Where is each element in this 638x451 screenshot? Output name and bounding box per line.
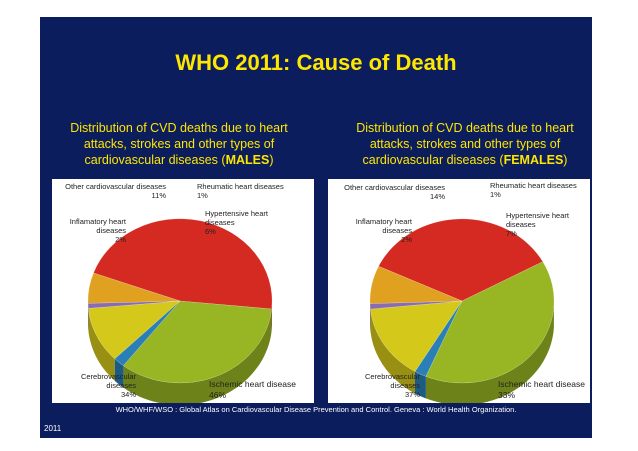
males-slice-side-inflammatory bbox=[114, 358, 124, 388]
males-slice-inflammatory bbox=[114, 300, 181, 366]
females-title-sex: FEMALES bbox=[503, 153, 564, 167]
females-label-rheumatic-pct: 1% bbox=[490, 190, 501, 199]
females-slice-hypertensive bbox=[369, 265, 463, 304]
males-label-inflammatory-pct: 2% bbox=[115, 235, 126, 244]
males-title-line-1: Distribution of CVD deaths due to heart bbox=[70, 121, 288, 135]
males-slice-side-other_cvd bbox=[88, 308, 115, 381]
males-label-other-name: Other cardiovascular diseases bbox=[65, 182, 166, 191]
females-label-other-pct: 14% bbox=[429, 192, 445, 201]
males-pie-svg bbox=[87, 218, 273, 403]
males-label-rheumatic-name: Rheumatic heart diseases bbox=[197, 182, 284, 191]
females-title-end: ) bbox=[563, 153, 568, 167]
males-slice-hypertensive bbox=[87, 272, 181, 304]
males-label-ischemic-pct: 46% bbox=[209, 390, 227, 400]
slide-title: WHO 2011: Cause of Death bbox=[175, 50, 457, 75]
females-slice-cerebrovascular bbox=[425, 261, 555, 384]
males-label-cerebrovascular-pct: 34% bbox=[120, 390, 136, 399]
females-label-inflammatory-pct: 2% bbox=[401, 235, 412, 244]
males-slice-side-cerebrovascular bbox=[123, 309, 272, 403]
females-label-hypertensive-pct: 7% bbox=[506, 229, 517, 238]
females-slice-other_cvd bbox=[370, 300, 463, 372]
males-title-sex: MALES bbox=[225, 153, 270, 167]
females-slice-ischemic bbox=[378, 218, 544, 302]
females-label-ischemic-name: Ischemic heart disease bbox=[498, 379, 585, 389]
slide-year: 2011 bbox=[44, 424, 62, 433]
males-label-other-pct: 11% bbox=[151, 191, 166, 200]
males-slice-rheumatic bbox=[87, 300, 181, 309]
females-title-line-2: attacks, strokes and other types of bbox=[369, 137, 561, 151]
males-label-rheumatic-pct: 1% bbox=[197, 191, 208, 200]
males-label-ischemic-name: Ischemic heart disease bbox=[209, 379, 296, 389]
males-title-end: ) bbox=[269, 153, 274, 167]
females-slice-inflammatory bbox=[414, 300, 463, 377]
females-slice-side-other_cvd bbox=[370, 309, 415, 394]
males-slice-other_cvd bbox=[88, 300, 181, 360]
females-label-other-name: Other cardiovascular diseases bbox=[344, 183, 445, 192]
females-title-line-1: Distribution of CVD deaths due to heart bbox=[356, 121, 574, 135]
males-slice-ischemic bbox=[93, 218, 273, 310]
females-title-line-3: cardiovascular diseases ( bbox=[362, 153, 504, 167]
females-label-cerebrovascular-name: Cerebrovascular diseases bbox=[364, 372, 420, 390]
males-label-hypertensive-name: Hypertensive heart diseases bbox=[205, 209, 268, 227]
females-chart-title: Distribution of CVD deaths due to heart … bbox=[340, 120, 590, 168]
females-slice-side-cerebrovascular bbox=[425, 305, 554, 403]
females-label-rheumatic-name: Rheumatic heart diseases bbox=[490, 181, 577, 190]
males-label-inflammatory-name: Inflamatory heart diseases bbox=[69, 217, 126, 235]
males-label-hypertensive-pct: 6% bbox=[205, 227, 216, 236]
females-slice-rheumatic bbox=[369, 300, 463, 310]
slide: WHO 2011: Cause of Death Distribution of… bbox=[40, 17, 592, 438]
males-slice-cerebrovascular bbox=[123, 300, 272, 384]
source-citation: WHO/WHF/WSO : Global Atlas on Cardiovasc… bbox=[115, 405, 517, 414]
males-label-cerebrovascular-name: Cerebrovascular diseases bbox=[80, 372, 136, 390]
females-label-ischemic-pct: 33% bbox=[498, 390, 516, 400]
females-pie-svg bbox=[369, 218, 555, 403]
females-label-inflammatory-name: Inflamatory heart diseases bbox=[355, 217, 412, 235]
females-label-hypertensive-name: Hypertensive heart diseases bbox=[506, 211, 569, 229]
females-pie-chart: Other cardiovascular diseases 14% Rheuma… bbox=[328, 179, 590, 403]
males-pie-chart: Other cardiovascular diseases 11% Rheuma… bbox=[52, 179, 314, 403]
females-slice-side-inflammatory bbox=[415, 371, 426, 399]
females-label-cerebrovascular-pct: 37% bbox=[404, 390, 420, 399]
males-title-line-3: cardiovascular diseases ( bbox=[84, 153, 226, 167]
males-title-line-2: attacks, strokes and other types of bbox=[83, 137, 275, 151]
males-chart-title: Distribution of CVD deaths due to heart … bbox=[54, 120, 304, 168]
